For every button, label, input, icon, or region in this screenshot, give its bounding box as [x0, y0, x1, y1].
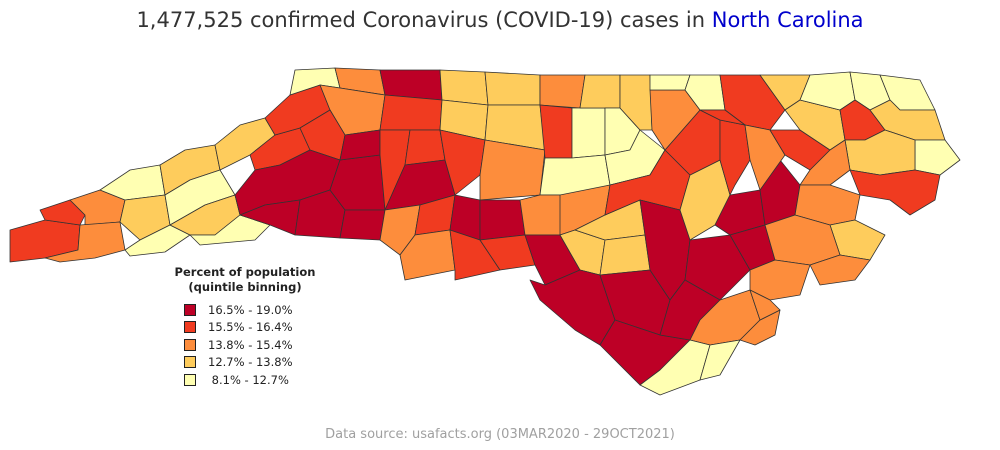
- legend-title-line2: (quintile binning): [188, 280, 302, 294]
- legend-swatch: [184, 373, 196, 386]
- county-region[interactable]: [749, 259, 811, 301]
- data-source-note: Data source: usafacts.org (03MAR2020 - 2…: [325, 427, 675, 442]
- county-region[interactable]: [684, 234, 751, 301]
- map-title: 1,477,525 confirmed Coronavirus (COVID-1…: [0, 8, 1000, 32]
- legend-title-line1: Percent of population: [174, 265, 316, 279]
- county-region[interactable]: [404, 129, 446, 166]
- county-region[interactable]: [379, 94, 443, 131]
- county-region[interactable]: [599, 234, 651, 276]
- legend-swatch: [184, 321, 196, 334]
- county-region[interactable]: [744, 124, 786, 191]
- county-region[interactable]: [849, 169, 941, 216]
- county-region[interactable]: [39, 199, 86, 226]
- county-region[interactable]: [339, 129, 381, 161]
- county-region[interactable]: [579, 74, 621, 109]
- legend: Percent of population (quintile binning)…: [160, 265, 330, 389]
- legend-item: 8.1% - 12.7%: [184, 371, 330, 389]
- county-region[interactable]: [484, 71, 541, 106]
- legend-item: 12.7% - 13.8%: [184, 354, 330, 372]
- county-region[interactable]: [699, 109, 746, 126]
- county-region[interactable]: [809, 254, 871, 286]
- legend-label: 15.5% - 16.4%: [208, 320, 293, 335]
- county-region[interactable]: [479, 199, 526, 241]
- legend-label: 13.8% - 15.4%: [208, 337, 293, 352]
- county-region[interactable]: [649, 74, 691, 91]
- county-region[interactable]: [339, 209, 386, 241]
- legend-swatch: [184, 338, 196, 351]
- county-region[interactable]: [739, 309, 781, 346]
- county-region[interactable]: [479, 139, 546, 201]
- state-name-link[interactable]: North Carolina: [711, 8, 864, 32]
- county-region[interactable]: [439, 129, 486, 196]
- legend-label: 16.5% - 19.0%: [208, 302, 293, 317]
- county-region[interactable]: [571, 107, 606, 159]
- legend-swatch: [184, 356, 196, 369]
- county-region[interactable]: [44, 221, 126, 263]
- title-prefix: 1,477,525 confirmed Coronavirus (COVID-1…: [136, 8, 712, 32]
- legend-item: 16.5% - 19.0%: [184, 301, 330, 319]
- legend-item: 15.5% - 16.4%: [184, 319, 330, 337]
- legend-label: 8.1% - 12.7%: [208, 372, 289, 387]
- county-region[interactable]: [749, 289, 781, 321]
- legend-item: 13.8% - 15.4%: [184, 336, 330, 354]
- county-region[interactable]: [439, 69, 489, 106]
- legend-label: 12.7% - 13.8%: [208, 355, 293, 370]
- county-region[interactable]: [539, 74, 586, 109]
- legend-title: Percent of population (quintile binning): [160, 265, 330, 295]
- legend-swatch: [184, 303, 196, 316]
- county-region[interactable]: [914, 139, 961, 176]
- county-region[interactable]: [539, 104, 573, 159]
- county-region[interactable]: [619, 74, 653, 131]
- county-region[interactable]: [449, 229, 501, 281]
